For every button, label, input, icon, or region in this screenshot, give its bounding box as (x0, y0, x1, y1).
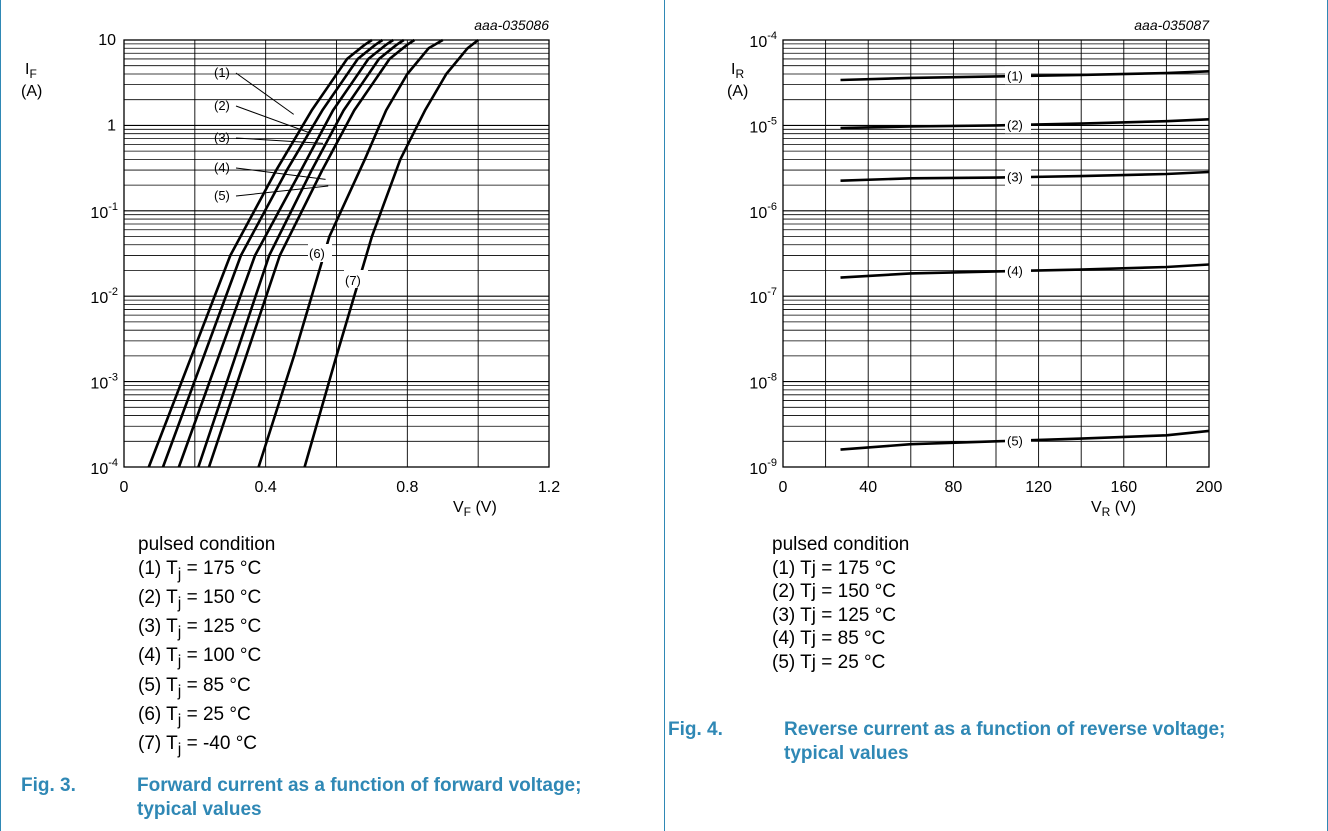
y-axis-label: IF (25, 61, 37, 81)
series-label: (2) (214, 98, 230, 113)
label-bg (344, 270, 368, 288)
label-bg (1005, 261, 1031, 280)
series-line (197, 38, 405, 468)
legend-item: (2) Tj = 150 °C (772, 581, 896, 602)
figure-code: aaa-035086 (474, 17, 549, 33)
label-leader (235, 167, 326, 180)
figure-4-panel: 10-9 10-8 10-7 10-6 10-5 10-4 0 40 80 120 160 200 IR… (665, 0, 1328, 831)
label-leader (235, 185, 329, 197)
x-tick-label: 0.8 (396, 479, 418, 496)
label-bg (1005, 431, 1031, 450)
series-label: (7) (345, 273, 361, 288)
series-line (840, 263, 1210, 279)
legend-item: (5) Tj = 85 °C (138, 674, 251, 700)
series-label: (6) (309, 246, 325, 261)
series-label: (4) (1007, 263, 1023, 278)
y-tick-label: 10-7 (749, 286, 777, 307)
y-tick-label: 10-2 (90, 286, 118, 307)
legend-title: pulsed condition (138, 534, 276, 555)
series-line (161, 38, 384, 468)
legend-item: (2) Tj = 150 °C (138, 586, 262, 612)
y-tick-label: 10-4 (749, 30, 777, 51)
label-leader (235, 137, 323, 144)
series-label: (1) (214, 65, 230, 80)
x-tick-label: 40 (859, 479, 877, 496)
series-line (257, 38, 444, 468)
forward-current-chart: 10-4 10-3 10-2 10-1 1 10 0 0.4 0.8 1.2 IF (A) VF (V)… (21, 17, 560, 519)
series-label: (1) (1007, 68, 1023, 83)
series-line (840, 170, 1210, 182)
reverse-current-chart: 10-9 10-8 10-7 10-6 10-5 10-4 0 40 80 120 160 200 IR… (727, 17, 1223, 519)
label-leader (235, 72, 294, 115)
legend-notes: pulsed condition (1) Tj = 175 °C (2) Tj … (772, 533, 909, 674)
legend-notes: pulsed condition (1) Tj = 175 °C (2) Tj … (138, 533, 275, 762)
plot-frame (123, 39, 550, 468)
legend-item: (3) Tj = 125 °C (772, 604, 896, 626)
x-tick-label: 120 (1025, 479, 1052, 496)
y-tick-label: 1 (107, 117, 116, 134)
label-bg (1005, 115, 1031, 134)
y-axis-unit: (A) (21, 83, 42, 100)
label-leader (235, 105, 309, 133)
y-tick-label: 10-6 (749, 201, 777, 222)
y-tick-label: 10-9 (749, 457, 777, 478)
series-label: (3) (214, 130, 230, 145)
label-bg (1005, 167, 1031, 186)
legend-item: (7) Tj = -40 °C (138, 733, 258, 759)
series-label: (2) (1007, 117, 1023, 132)
x-tick-label: 0 (779, 479, 788, 496)
series-label: (5) (1007, 433, 1023, 448)
figure-title: Forward current as a function of forward… (137, 775, 582, 820)
x-tick-label: 200 (1196, 479, 1223, 496)
legend-item: (4) Tj = 85 °C (772, 628, 886, 649)
y-tick-label: 10-3 (90, 372, 118, 393)
y-axis-unit: (A) (727, 83, 748, 100)
series-line (840, 70, 1210, 82)
series-line (147, 38, 373, 468)
x-tick-label: 80 (945, 479, 963, 496)
y-tick-label: 10 (98, 32, 116, 49)
figure-title: Reverse current as a function of reverse… (784, 719, 1226, 764)
legend-item: (1) Tj = 175 °C (138, 557, 262, 583)
legend-item: (5) Tj = 25 °C (772, 651, 886, 673)
legend-item: (4) Tj = 100 °C (138, 645, 262, 671)
y-tick-label: 10-4 (90, 457, 118, 478)
y-tick-label: 10-5 (749, 115, 777, 136)
series-label: (5) (214, 188, 230, 203)
x-tick-label: 0 (120, 479, 129, 496)
label-bg (308, 244, 332, 262)
series-label: (3) (1007, 170, 1023, 185)
x-axis-label: VR (V) (1091, 499, 1136, 519)
plot-frame (782, 39, 1210, 468)
figure-code: aaa-035087 (1134, 17, 1210, 33)
x-tick-label: 0.4 (255, 479, 277, 496)
legend-item: (3) Tj = 125 °C (138, 616, 262, 641)
series-line (840, 429, 1210, 451)
figure-caption: Fig. 4. Reverse current as a function of… (668, 718, 1308, 768)
series-label: (4) (214, 160, 230, 175)
legend-item: (1) Tj = 175 °C (772, 557, 896, 579)
series-line (840, 118, 1210, 130)
x-axis-label: VF (V) (453, 499, 497, 519)
figure-3-panel: 10-4 10-3 10-2 10-1 1 10 0 0.4 0.8 1.2 IF (A) VF (V)… (0, 0, 665, 831)
figure-number: Fig. 3. (21, 775, 76, 796)
series-line (207, 38, 416, 468)
series-line (303, 38, 479, 468)
y-tick-label: 10-8 (749, 372, 777, 393)
x-tick-label: 160 (1110, 479, 1137, 496)
y-axis-label: IR (731, 61, 744, 81)
legend-item: (6) Tj = 25 °C (138, 703, 251, 729)
legend-title: pulsed condition (772, 534, 910, 555)
x-tick-label: 1.2 (538, 479, 560, 496)
label-bg (1005, 66, 1031, 85)
y-tick-label: 10-1 (90, 201, 118, 222)
figure-number: Fig. 4. (668, 719, 723, 740)
series-line (177, 38, 394, 468)
figure-caption: Fig. 3. Forward current as a function of… (21, 774, 661, 824)
